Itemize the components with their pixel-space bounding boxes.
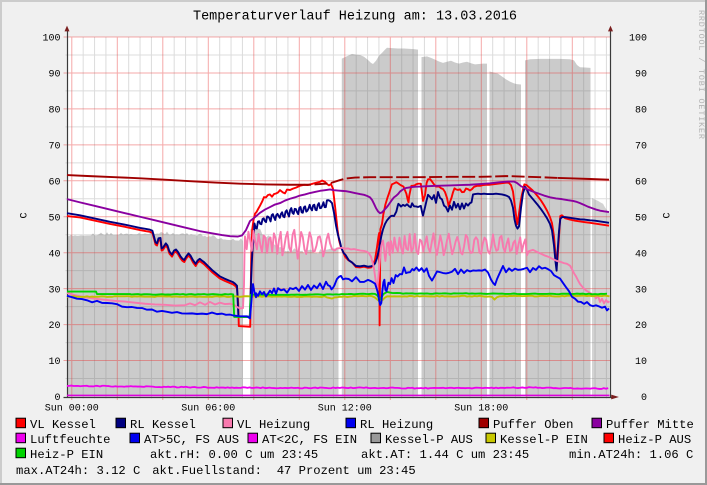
svg-text:10: 10 <box>48 357 60 368</box>
svg-text:Temperaturverlauf Heizung am:: Temperaturverlauf Heizung am: 13.03.2016 <box>193 10 517 25</box>
svg-text:max.AT24h: 3.12 C: max.AT24h: 3.12 C <box>16 464 140 478</box>
svg-text:10: 10 <box>635 357 647 368</box>
svg-text:60: 60 <box>635 177 647 188</box>
svg-text:RL Kessel: RL Kessel <box>130 418 196 432</box>
svg-text:VL Kessel: VL Kessel <box>30 418 96 432</box>
svg-text:20: 20 <box>48 321 60 332</box>
svg-text:AT>5C, FS AUS: AT>5C, FS AUS <box>144 433 239 447</box>
svg-text:0: 0 <box>641 393 647 404</box>
svg-text:100: 100 <box>42 34 60 45</box>
svg-text:AT<2C, FS EIN: AT<2C, FS EIN <box>262 433 357 447</box>
svg-text:Puffer Mitte: Puffer Mitte <box>606 418 694 432</box>
svg-text:80: 80 <box>635 106 647 117</box>
svg-text:47 Prozent um 23:45: 47 Prozent um 23:45 <box>277 464 416 478</box>
svg-text:Sun 18:00: Sun 18:00 <box>454 404 508 415</box>
svg-text:20: 20 <box>635 321 647 332</box>
svg-text:Heiz-P EIN: Heiz-P EIN <box>30 448 103 462</box>
svg-text:Puffer Oben: Puffer Oben <box>493 418 573 432</box>
svg-text:50: 50 <box>48 213 60 224</box>
svg-text:90: 90 <box>635 70 647 81</box>
svg-text:Sun 00:00: Sun 00:00 <box>45 404 99 415</box>
svg-text:Sun 12:00: Sun 12:00 <box>318 404 372 415</box>
svg-text:30: 30 <box>635 285 647 296</box>
svg-text:30: 30 <box>48 285 60 296</box>
svg-text:90: 90 <box>48 70 60 81</box>
svg-text:100: 100 <box>629 34 647 45</box>
svg-text:60: 60 <box>48 177 60 188</box>
svg-text:0: 0 <box>54 393 60 404</box>
svg-text:akt.AT: 1.44 C um 23:45: akt.AT: 1.44 C um 23:45 <box>361 448 529 462</box>
svg-text:Kessel-P EIN: Kessel-P EIN <box>500 433 588 447</box>
svg-text:50: 50 <box>635 213 647 224</box>
svg-text:40: 40 <box>635 249 647 260</box>
svg-text:70: 70 <box>48 141 60 152</box>
svg-text:Sun 06:00: Sun 06:00 <box>181 404 235 415</box>
svg-text:80: 80 <box>48 106 60 117</box>
svg-text:40: 40 <box>48 249 60 260</box>
svg-text:Kessel-P AUS: Kessel-P AUS <box>385 433 473 447</box>
svg-text:Luftfeuchte: Luftfeuchte <box>30 433 110 447</box>
svg-text:akt.Fuellstand:: akt.Fuellstand: <box>152 464 262 478</box>
svg-text:Heiz-P AUS: Heiz-P AUS <box>618 433 691 447</box>
svg-text:C: C <box>20 212 31 218</box>
svg-text:VL Heizung: VL Heizung <box>237 418 310 432</box>
svg-text:RL Heizung: RL Heizung <box>360 418 433 432</box>
svg-text:70: 70 <box>635 141 647 152</box>
svg-text:RRDTOOL / TOBI OETIKER: RRDTOOL / TOBI OETIKER <box>696 10 706 140</box>
svg-text:C: C <box>662 212 673 218</box>
svg-text:akt.rH: 0.00 C um 23:45: akt.rH: 0.00 C um 23:45 <box>150 448 318 462</box>
svg-text:min.AT24h: 1.06 C: min.AT24h: 1.06 C <box>569 448 693 462</box>
